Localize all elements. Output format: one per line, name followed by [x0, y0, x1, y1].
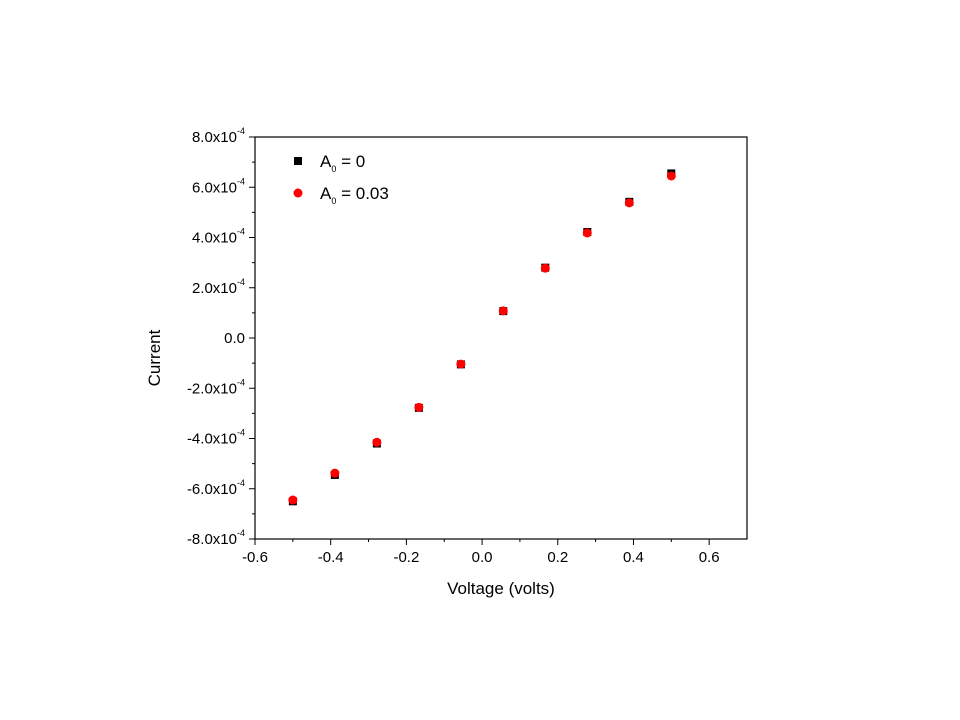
x-tick-label: -0.4 — [318, 549, 344, 566]
y-tick-label: 0.0 — [224, 330, 245, 347]
y-tick-mantissa: -6.0x10 — [187, 481, 237, 498]
y-tick-mantissa: -8.0x10 — [187, 531, 237, 548]
legend-subscript: 0 — [331, 164, 336, 174]
x-tick-label: -0.2 — [393, 549, 419, 566]
y-tick-exponent: -4 — [237, 176, 245, 186]
y-tick-exponent: -4 — [237, 277, 245, 287]
series-a0-003-point — [582, 228, 592, 238]
y-tick-label: 2.0x10-4 — [192, 277, 245, 297]
legend-circle-marker — [293, 188, 303, 198]
series-a0-003-point — [498, 306, 508, 316]
series-a0-003-point — [624, 198, 634, 208]
y-tick-label: 8.0x10-4 — [192, 126, 245, 146]
legend-entry-label: A0 = 0 — [320, 152, 365, 174]
y-tick-label: 6.0x10-4 — [192, 176, 245, 196]
y-tick-label: 4.0x10-4 — [192, 227, 245, 247]
series-a0-003-point — [540, 263, 550, 273]
series-a0-003-point — [372, 437, 382, 447]
legend-subscript: 0 — [331, 196, 336, 206]
data-points — [288, 169, 676, 506]
y-tick-mantissa: -4.0x10 — [187, 431, 237, 448]
series-a0-003-point — [330, 468, 340, 478]
x-tick-label: 0.0 — [472, 549, 493, 566]
y-tick-exponent: -4 — [237, 528, 245, 538]
legend-value: = 0.03 — [336, 184, 388, 203]
y-tick-mantissa: 4.0x10 — [192, 230, 237, 247]
legend-square-marker — [294, 157, 302, 165]
y-tick-mantissa: -2.0x10 — [187, 380, 237, 397]
y-tick-label: -6.0x10-4 — [187, 478, 245, 498]
y-tick-mantissa: 2.0x10 — [192, 280, 237, 297]
axis-ticks — [249, 136, 710, 545]
x-axis-title: Voltage (volts) — [447, 579, 555, 598]
y-axis-title: Current — [145, 329, 164, 386]
y-tick-mantissa: 8.0x10 — [192, 129, 237, 146]
y-tick-mantissa: 6.0x10 — [192, 179, 237, 196]
series-a0-003-point — [288, 495, 298, 505]
y-tick-exponent: -4 — [237, 126, 245, 136]
y-tick-label: -2.0x10-4 — [187, 377, 245, 397]
tick-labels: -0.6 -0.4 -0.2 0.0 0.2 0.4 0.68.0x10-46.0x10-4… — [187, 126, 720, 566]
y-tick-label: -8.0x10-4 — [187, 528, 245, 548]
y-tick-label: -4.0x10-4 — [187, 428, 245, 448]
y-tick-exponent: -4 — [237, 227, 245, 237]
legend: A0 = 0A0 = 0.03 — [293, 152, 389, 206]
legend-value: = 0 — [336, 152, 365, 171]
y-tick-exponent: -4 — [237, 377, 245, 387]
series-a0-003-point — [456, 359, 466, 369]
series-a0-003-point — [666, 171, 676, 181]
series-a0-003-point — [414, 402, 424, 412]
legend-symbol: A — [320, 152, 332, 171]
x-tick-label: -0.6 — [242, 549, 268, 566]
x-tick-label: 0.2 — [547, 549, 568, 566]
plot-area-frame — [254, 136, 748, 540]
y-tick-exponent: -4 — [237, 428, 245, 438]
legend-entry-label: A0 = 0.03 — [320, 184, 389, 206]
legend-symbol: A — [320, 184, 332, 203]
y-tick-exponent: -4 — [237, 478, 245, 488]
x-tick-label: 0.6 — [699, 549, 720, 566]
x-tick-label: 0.4 — [623, 549, 644, 566]
